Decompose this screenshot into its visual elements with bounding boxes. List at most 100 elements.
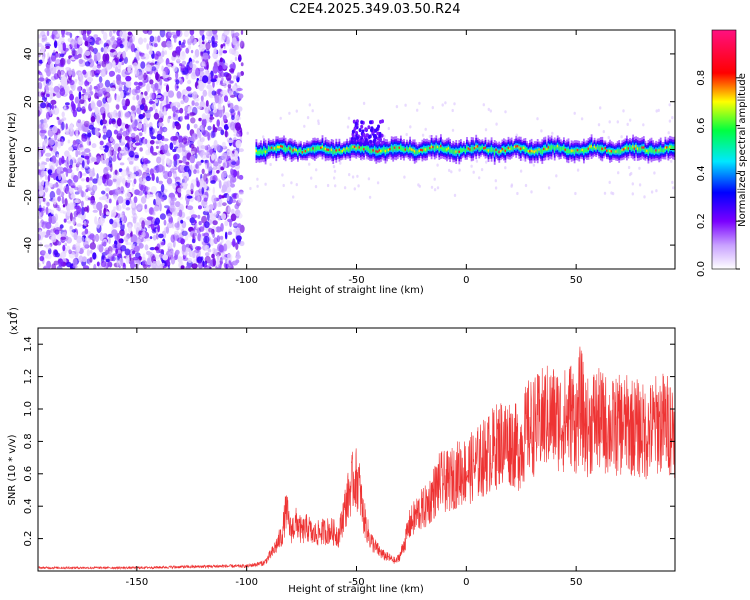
signal-peak <box>301 151 304 154</box>
noise-cell <box>236 40 240 47</box>
signal-peak <box>372 149 375 152</box>
noise-cell <box>110 40 117 49</box>
signal-peak <box>664 146 667 149</box>
noise-cell <box>109 49 116 53</box>
spectrogram-y-ticks: -40 -20 0 20 40 <box>23 48 675 253</box>
noise-cell <box>118 58 122 63</box>
signal-cell <box>303 149 305 153</box>
noise-cell <box>229 102 234 110</box>
noise-cell <box>82 33 87 41</box>
noise-cell <box>60 236 67 240</box>
noise-cell <box>198 37 202 46</box>
noise-cell <box>317 121 320 126</box>
burst-cell <box>367 125 371 130</box>
noise-cell <box>142 139 146 145</box>
signal-peak <box>424 148 427 151</box>
noise-cell <box>62 244 66 252</box>
noise-cell <box>205 100 209 107</box>
x-tick-label: -100 <box>235 577 258 588</box>
noise-cell <box>221 184 227 193</box>
signal-cell <box>310 147 313 152</box>
noise-cell <box>72 258 78 267</box>
noise-cell <box>573 111 576 115</box>
signal-cell <box>452 149 455 154</box>
noise-cell <box>149 247 155 251</box>
noise-cell <box>100 260 107 268</box>
noise-cell <box>70 39 76 48</box>
y-tick-label: 1.0 <box>23 401 34 417</box>
noise-cell <box>146 43 149 50</box>
noise-cell <box>175 109 181 114</box>
noise-cell <box>103 214 107 219</box>
noise-cell <box>56 154 59 158</box>
noise-cell <box>416 108 419 112</box>
signal-cell <box>415 150 418 155</box>
noise-cell <box>89 242 97 250</box>
noise-cell <box>173 154 178 161</box>
signal-peak <box>273 147 277 150</box>
signal-peak <box>436 145 440 148</box>
noise-cell <box>138 114 144 120</box>
noise-cell <box>81 136 88 142</box>
noise-cell <box>167 63 172 68</box>
noise-cell <box>100 154 104 164</box>
noise-cell <box>90 115 96 123</box>
noise-cell <box>211 194 217 204</box>
noise-cell <box>216 169 220 174</box>
noise-cell <box>84 40 89 47</box>
noise-cell <box>333 169 337 173</box>
noise-cell <box>197 132 202 139</box>
noise-cell <box>45 77 49 83</box>
noise-cell <box>45 157 50 162</box>
signal-peak <box>595 147 598 150</box>
noise-cell <box>629 118 632 122</box>
noise-cell <box>230 199 237 203</box>
noise-cell <box>170 198 175 207</box>
snr-panel: -150 -100 -50 0 50 0.2 0.4 0.6 0.8 1.0 1.2 1.4 Hei… <box>6 307 676 595</box>
snr-y-label: SNR (10 * v/v) <box>7 434 18 505</box>
signal-cell <box>403 147 405 152</box>
noise-cell <box>45 180 49 189</box>
noise-cell <box>105 129 113 139</box>
noise-cell <box>86 158 90 165</box>
noise-cell <box>212 186 215 195</box>
noise-cell <box>516 191 519 196</box>
noise-cell <box>52 30 58 35</box>
noise-cell <box>224 129 228 138</box>
signal-cell <box>539 149 542 154</box>
noise-cell <box>172 111 176 118</box>
noise-cell <box>66 168 73 174</box>
noise-cell <box>626 122 629 126</box>
noise-cell <box>80 74 84 82</box>
noise-cell <box>480 168 484 172</box>
signal-peak <box>469 148 472 151</box>
noise-cell <box>145 112 152 119</box>
signal-peak <box>590 145 593 148</box>
signal-cell <box>370 148 373 153</box>
noise-cell <box>175 249 180 255</box>
noise-cell <box>222 43 226 47</box>
noise-cell <box>166 157 170 164</box>
noise-cell <box>433 188 437 192</box>
signal-peak <box>346 147 349 150</box>
signal-peak <box>546 148 549 151</box>
noise-cell <box>98 76 103 83</box>
noise-cell <box>175 123 181 130</box>
noise-cell <box>70 122 74 132</box>
noise-cell <box>47 169 53 174</box>
noise-cell <box>77 150 81 156</box>
noise-cell <box>79 30 84 35</box>
noise-cell <box>204 221 210 229</box>
noise-cell <box>574 191 577 196</box>
noise-cell <box>38 150 42 160</box>
noise-cell <box>431 106 434 110</box>
noise-cell <box>66 105 69 110</box>
signal-peak <box>387 148 390 151</box>
colorbar-label: Normalized spectral amplitude <box>737 73 748 227</box>
noise-cell <box>451 128 455 132</box>
noise-cell <box>608 120 611 124</box>
noise-cell <box>655 189 658 193</box>
noise-cell <box>620 135 623 139</box>
noise-cell <box>96 220 101 229</box>
noise-cell <box>142 30 149 34</box>
